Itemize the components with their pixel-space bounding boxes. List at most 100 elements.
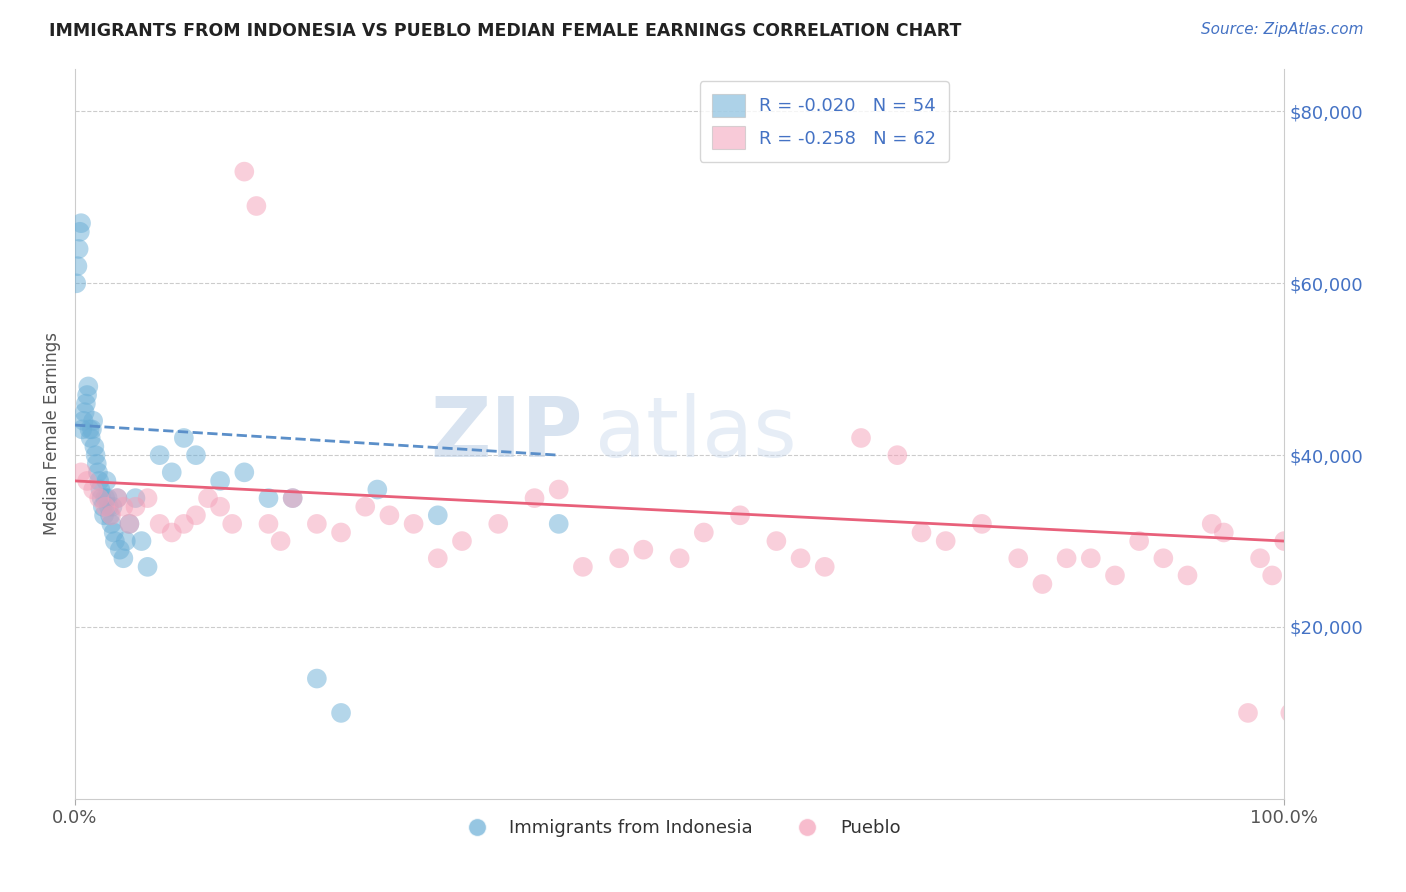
Point [89, 491, 111, 505]
Point [1237, 706, 1260, 720]
Point [451, 534, 474, 549]
Point [87, 466, 110, 480]
Point [160, 466, 183, 480]
Point [572, 559, 595, 574]
Point [233, 164, 256, 178]
Point [173, 431, 195, 445]
Point [789, 551, 811, 566]
Text: Source: ZipAtlas.com: Source: ZipAtlas.com [1201, 22, 1364, 37]
Point [86, 457, 108, 471]
Point [82, 414, 104, 428]
Point [330, 525, 353, 540]
Point [1177, 568, 1199, 582]
Point [354, 500, 377, 514]
Point [233, 466, 256, 480]
Point [547, 516, 569, 531]
Point [112, 551, 135, 566]
Point [1261, 568, 1284, 582]
Point [1128, 534, 1150, 549]
Point [103, 525, 125, 540]
Point [118, 516, 141, 531]
Point [257, 491, 280, 505]
Point [76, 388, 98, 402]
Point [305, 672, 328, 686]
Point [76, 474, 98, 488]
Point [486, 516, 509, 531]
Point [112, 500, 135, 514]
Point [184, 508, 207, 523]
Point [124, 500, 146, 514]
Point [607, 551, 630, 566]
Point [378, 508, 401, 523]
Point [330, 706, 353, 720]
Point [100, 516, 122, 531]
Point [160, 525, 183, 540]
Point [1080, 551, 1102, 566]
Point [100, 508, 122, 523]
Point [523, 491, 546, 505]
Point [66, 259, 89, 273]
Point [80, 431, 103, 445]
Point [131, 534, 153, 549]
Point [94, 491, 117, 505]
Point [91, 500, 114, 514]
Point [693, 525, 716, 540]
Point [73, 405, 96, 419]
Point [105, 491, 128, 505]
Point [94, 500, 117, 514]
Point [75, 396, 97, 410]
Point [149, 448, 172, 462]
Point [366, 483, 388, 497]
Point [97, 491, 120, 505]
Point [77, 379, 100, 393]
Point [426, 551, 449, 566]
Point [83, 440, 105, 454]
Point [633, 542, 655, 557]
Point [184, 448, 207, 462]
Point [281, 491, 304, 505]
Point [84, 448, 107, 462]
Point [93, 508, 115, 523]
Point [101, 500, 124, 514]
Text: IMMIGRANTS FROM INDONESIA VS PUEBLO MEDIAN FEMALE EARNINGS CORRELATION CHART: IMMIGRANTS FROM INDONESIA VS PUEBLO MEDI… [49, 22, 962, 40]
Point [886, 448, 908, 462]
Point [96, 474, 118, 488]
Point [1007, 551, 1029, 566]
Point [245, 199, 267, 213]
Point [108, 542, 131, 557]
Point [1031, 577, 1053, 591]
Point [765, 534, 787, 549]
Text: atlas: atlas [595, 393, 797, 475]
Point [814, 559, 837, 574]
Point [70, 466, 93, 480]
Point [849, 431, 872, 445]
Point [209, 500, 232, 514]
Y-axis label: Median Female Earnings: Median Female Earnings [44, 332, 60, 535]
Point [70, 216, 93, 230]
Point [65, 277, 87, 291]
Point [97, 500, 120, 514]
Point [1152, 551, 1174, 566]
Point [149, 516, 172, 531]
Point [547, 483, 569, 497]
Point [136, 491, 159, 505]
Point [281, 491, 304, 505]
Point [1272, 534, 1295, 549]
Point [221, 516, 243, 531]
Point [1212, 525, 1234, 540]
Point [728, 508, 751, 523]
Point [1104, 568, 1126, 582]
Point [72, 422, 94, 436]
Point [72, 414, 94, 428]
Point [402, 516, 425, 531]
Point [1056, 551, 1078, 566]
Point [305, 516, 328, 531]
Point [89, 483, 111, 497]
Point [79, 422, 101, 436]
Point [80, 422, 103, 436]
Point [935, 534, 957, 549]
Point [136, 559, 159, 574]
Point [197, 491, 219, 505]
Text: ZIP: ZIP [430, 393, 583, 475]
Point [82, 483, 104, 497]
